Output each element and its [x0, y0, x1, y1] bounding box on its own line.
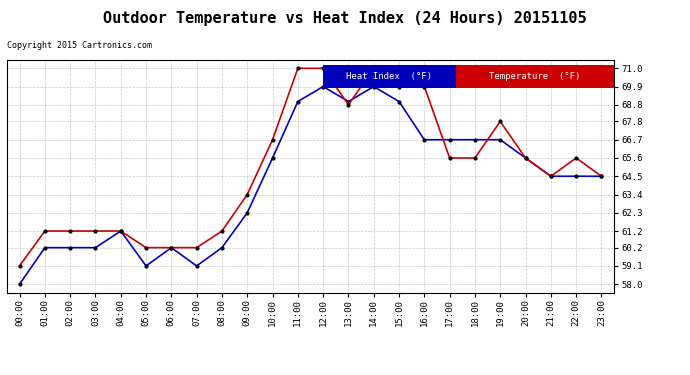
Text: Copyright 2015 Cartronics.com: Copyright 2015 Cartronics.com [7, 41, 152, 50]
Text: Outdoor Temperature vs Heat Index (24 Hours) 20151105: Outdoor Temperature vs Heat Index (24 Ho… [104, 11, 586, 26]
FancyBboxPatch shape [456, 64, 614, 88]
FancyBboxPatch shape [323, 64, 456, 88]
Text: Temperature  (°F): Temperature (°F) [489, 72, 581, 81]
Text: Heat Index  (°F): Heat Index (°F) [346, 72, 433, 81]
